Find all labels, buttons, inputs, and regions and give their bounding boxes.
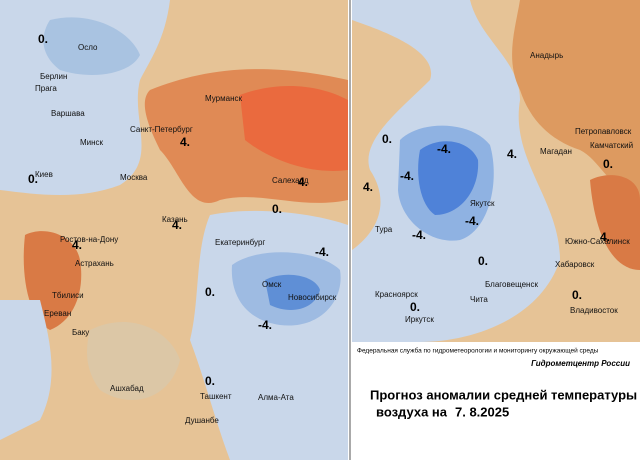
contour-label: 0. [410,300,420,314]
city-label: Ереван [44,309,71,318]
city-label: Салехард [272,176,309,185]
contour-label: 4. [298,175,308,189]
contour-label: 0. [603,157,613,171]
city-label: Астрахань [75,259,114,268]
city-label: Осло [78,43,98,52]
city-label: Ашхабад [110,384,144,393]
contour-label: -4. [412,228,426,242]
contour-label: 0. [205,285,215,299]
contour-label: -4. [258,318,272,332]
right-map [349,0,640,460]
contour-label: 0. [28,172,38,186]
city-label: Якутск [470,199,495,208]
city-label: Ростов-на-Дону [60,235,118,244]
city-label: Камчатский [590,141,633,150]
city-label: Чита [470,295,488,304]
city-label: Южно-Сахалинск [565,237,630,246]
contour-label: 0. [272,202,282,216]
city-label: Варшава [51,109,85,118]
contour-label: -4. [465,214,479,228]
contour-label: 4. [180,135,190,149]
left-map [0,0,348,460]
city-label: Прага [35,84,57,93]
city-label: Петропавловск [575,127,632,136]
city-label: Омск [262,280,282,289]
city-label: Новосибирск [288,293,337,302]
agency: Федеральная служба по гидрометеорологии … [357,347,599,355]
contour-label: 0. [478,254,488,268]
city-label: Ташкент [200,392,232,401]
contour-label: 0. [38,32,48,46]
city-label: Казань [162,215,188,224]
city-label: Хабаровск [555,260,595,269]
contour-label: 0. [382,132,392,146]
date: 7. 8.2025 [455,404,509,419]
city-label: Владивосток [570,306,618,315]
title-line1: Прогноз аномалии средней температуры [370,387,637,402]
city-label: Баку [72,328,89,337]
city-label: Екатеринбург [215,238,265,247]
city-label: Красноярск [375,290,418,299]
contour-label: 4. [72,238,82,252]
city-label: Магадан [540,147,572,156]
city-label: Алма-Ата [258,393,294,402]
city-label: Москва [120,173,148,182]
contour-label: 0. [572,288,582,302]
city-label: Анадырь [530,51,563,60]
city-label: Мурманск [205,94,242,103]
contour-label: 4. [363,180,373,194]
contour-label: -4. [315,245,329,259]
city-label: Минск [80,138,104,147]
title-line2: воздуха на [376,404,448,419]
contour-label: -4. [400,169,414,183]
city-label: Благовещенск [485,280,538,289]
contour-label: 4. [172,218,182,232]
city-label: Душанбе [185,416,219,425]
city-label: Тура [375,225,393,234]
brand: Гидрометцентр России [531,359,630,368]
contour-label: 0. [205,374,215,388]
contour-label: 4. [507,147,517,161]
city-label: Тбилиси [52,291,84,300]
city-label: Берлин [40,72,67,81]
labels: Осло Берлин Прага Варшава Минск Киев Москва Сан… [28,32,633,425]
city-label: Санкт-Петербург [130,125,193,134]
city-label: Киев [35,170,53,179]
contour-label: 4. [600,230,610,244]
city-label: Иркутск [405,315,434,324]
contour-label: -4. [437,142,451,156]
